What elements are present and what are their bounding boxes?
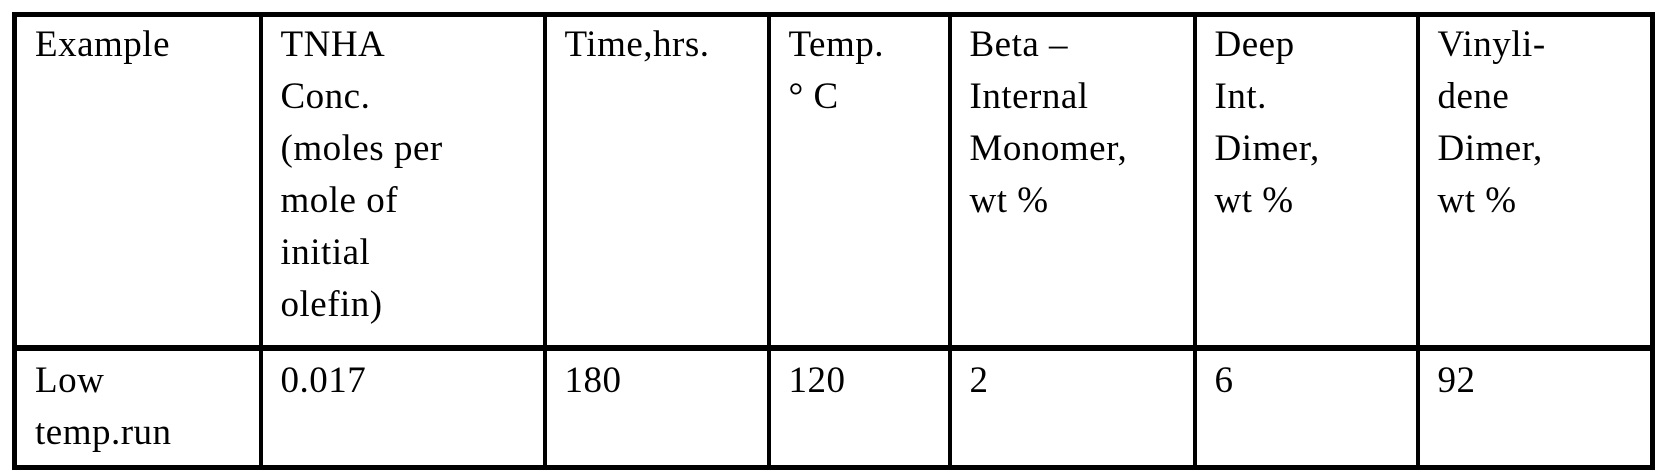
cell-temp-c-value: 120 (766, 345, 952, 469)
cell-time-hrs-value: 180 (542, 345, 771, 469)
table-row: Low temp.run 0.017 180 120 2 6 92 (12, 345, 1655, 469)
cell-deep-int-dimer-value: 6 (1192, 345, 1420, 469)
header-cell-vinylidene-dimer: Vinyli- dene Dimer, wt % (1415, 12, 1655, 351)
header-cell-temp-c: Temp. ° C (766, 12, 952, 351)
header-cell-time-hrs: Time,hrs. (542, 12, 771, 351)
header-cell-deep-int-dimer: Deep Int. Dimer, wt % (1192, 12, 1420, 351)
cell-beta-internal-monomer-value: 2 (947, 345, 1197, 469)
cell-example-value: Low temp.run (12, 345, 263, 469)
table-header-row: Example TNHA Conc. (moles per mole of in… (12, 12, 1655, 351)
header-cell-beta-internal-monomer: Beta – Internal Monomer, wt % (947, 12, 1197, 351)
header-cell-tnha-conc: TNHA Conc. (moles per mole of initial ol… (258, 12, 547, 351)
cell-vinylidene-dimer-value: 92 (1415, 345, 1655, 469)
header-cell-example: Example (12, 12, 263, 351)
results-table: Example TNHA Conc. (moles per mole of in… (12, 12, 1655, 470)
cell-tnha-conc-value: 0.017 (258, 345, 547, 469)
